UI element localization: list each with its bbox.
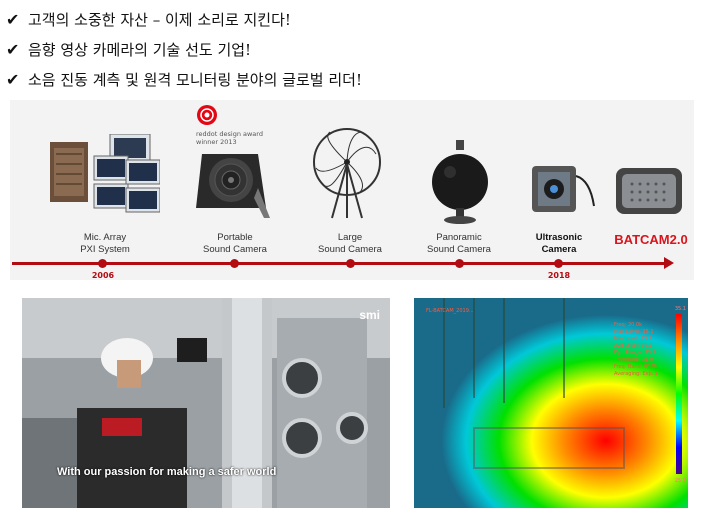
scale-min: 25.2: [674, 478, 686, 484]
thermal-image: FL-BATCAM_2019... Freq: 20.0k Max Level:…: [414, 298, 688, 508]
timeline-label-large: Large Sound Camera: [295, 232, 405, 256]
large-camera-image: [313, 128, 381, 219]
reddot-logo-icon: [197, 105, 217, 125]
timeline-dot: [346, 259, 355, 268]
readout-line: Threshold: 31.0: [614, 357, 654, 363]
ultrasonic-camera-image: [532, 166, 595, 212]
label-line-1: Portable: [217, 232, 253, 243]
bullet-item: ✔ 고객의 소중한 자산 – 이제 소리로 지킨다!: [6, 4, 362, 34]
bullet-text: 음향 영상 카메라의 기술 선도 기업!: [28, 40, 252, 59]
headline-bullets: ✔ 고객의 소중한 자산 – 이제 소리로 지킨다! ✔ 음향 영상 카메라의 …: [6, 4, 362, 94]
readout-line: Avg Level: 30.1: [614, 343, 653, 349]
award-text: reddot design award winner 2013: [196, 130, 263, 146]
heatmap-overlay-image: [414, 298, 688, 508]
timeline-label-ultrasonic: Ultrasonic Camera: [504, 232, 614, 256]
timeline-dot: [455, 259, 464, 268]
award-line-2: winner 2013: [196, 138, 237, 146]
photo-caption: With our passion for making a safer worl…: [57, 466, 277, 478]
label-line-1: Ultrasonic: [535, 232, 583, 243]
factory-scene-image: [22, 298, 390, 508]
label-line-1: Mic. Array: [83, 232, 127, 243]
label-line-1: Large: [337, 232, 363, 243]
label-line-2: Sound Camera: [203, 244, 267, 255]
label-line-2: Sound Camera: [427, 244, 491, 255]
label-line-2: PXI System: [80, 244, 130, 255]
color-scale-bar: [676, 314, 682, 474]
smi-logo: smi: [359, 308, 380, 322]
timeline-line: [12, 262, 666, 265]
panoramic-camera-image: [432, 140, 488, 224]
scale-max: 35.1: [674, 306, 686, 312]
timeline-dot: [98, 259, 107, 268]
thermal-readout: Freq: 20.0k Max Level: 35.1 Min Level: 2…: [614, 322, 658, 378]
timeline-dot: [230, 259, 239, 268]
checkmark-icon: ✔: [6, 39, 20, 59]
readout-line: Min Level: 25.2: [614, 336, 653, 342]
readout-line: Max Level: 35.1: [614, 329, 654, 335]
worker-photo: smi With our passion for making a safer …: [22, 298, 390, 508]
timeline-year: 2006: [91, 271, 115, 280]
product-timeline: reddot design award winner 2013: [10, 100, 694, 280]
award-line-1: reddot design award: [196, 130, 263, 138]
timeline-year: 2018: [547, 271, 571, 280]
timeline-arrow-icon: [664, 257, 674, 269]
label-line-1: BATCAM2.0: [614, 232, 688, 247]
bullet-item: ✔ 음향 영상 카메라의 기술 선도 기업!: [6, 34, 362, 64]
timeline-label-panoramic: Panoramic Sound Camera: [404, 232, 514, 256]
readout-line: Averaging: Exp. 1: [614, 371, 659, 377]
label-line-2: Sound Camera: [318, 244, 382, 255]
mic-array-image: [50, 134, 160, 213]
label-line-2: Camera: [541, 244, 577, 255]
bullet-text: 고객의 소중한 자산 – 이제 소리로 지킨다!: [28, 10, 291, 29]
label-line-1: Panoramic: [436, 232, 482, 243]
timeline-label-portable: Portable Sound Camera: [180, 232, 290, 256]
batcam-image: [616, 168, 682, 214]
readout-line: Freq. Band: 8000: [614, 364, 657, 370]
timeline-label-mic-array: Mic. Array PXI System: [50, 232, 160, 256]
checkmark-icon: ✔: [6, 9, 20, 29]
readout-line: Dyn Range: 15.1: [614, 350, 656, 356]
portable-camera-image: [196, 154, 270, 218]
bullet-item: ✔ 소음 진동 계측 및 원격 모니터링 분야의 글로벌 리더!: [6, 64, 362, 94]
readout-line: Freq: 20.0k: [614, 322, 643, 328]
bullet-text: 소음 진동 계측 및 원격 모니터링 분야의 글로벌 리더!: [28, 70, 362, 89]
checkmark-icon: ✔: [6, 69, 20, 89]
timeline-label-batcam: BATCAM2.0: [596, 232, 703, 247]
thermal-title: FL-BATCAM_2019...: [426, 308, 474, 314]
timeline-dot: [554, 259, 563, 268]
